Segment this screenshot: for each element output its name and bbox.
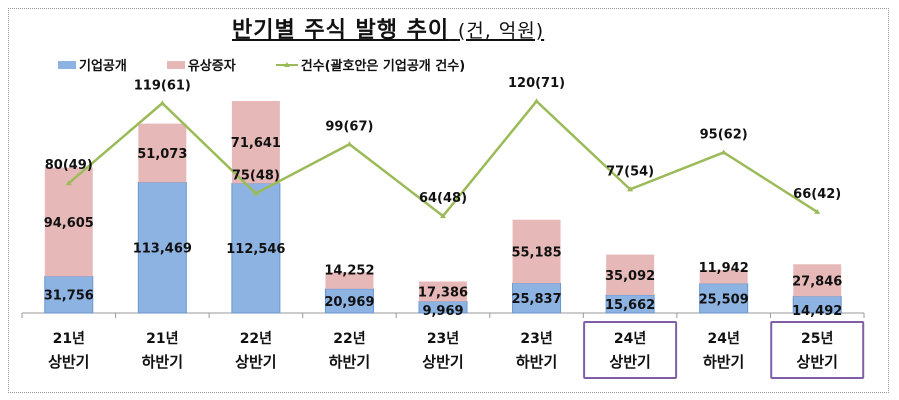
count-marker [252,190,259,196]
count-marker [720,149,727,155]
x-tick-label: 24년 [614,331,646,347]
x-tick-label: 상반기 [609,353,650,371]
count-label: 119(61) [134,78,191,93]
x-tick-label: 21년 [53,331,85,347]
bar-label: 15,662 [605,298,655,313]
title-text: 반기별 주식 발행 추이 [232,18,450,43]
x-tick-label: 22년 [333,331,365,347]
x-tick-label: 23년 [427,331,459,347]
bar-label: 14,252 [324,263,374,278]
bar-label: 35,092 [605,269,655,284]
bar-rights [44,167,93,277]
bar-ipo [44,275,94,314]
count-label: 75(48) [232,168,280,183]
count-marker [814,208,821,214]
legend-item-count: 건수(괄호안은 기업공개 건수) [275,55,466,74]
title-unit: (건, 억원) [457,20,545,42]
count-marker [346,141,353,147]
bar-label: 71,641 [231,136,281,151]
bar-label: 17,386 [418,286,468,301]
legend-line-icon [275,61,298,67]
legend-label: 건수(괄호안은 기업공개 건수) [300,59,466,74]
legend: 기업공개 유상증자 건수(괄호안은 기업공개 건수) [58,55,465,74]
x-tick-label: 23년 [520,331,552,347]
count-label: 99(67) [325,119,373,134]
bar-rights [138,123,187,183]
bar-rights [419,281,467,302]
bar-rights [512,219,561,284]
bar-label: 55,185 [511,246,561,261]
bar-rights [231,101,280,184]
count-marker [440,213,446,218]
legend-swatch-rights [166,60,185,69]
bar-label: 27,846 [792,274,842,289]
bar-rights [606,254,655,295]
x-tick-label: 하반기 [142,353,183,371]
bar-label: 25,509 [699,292,749,307]
category-highlight-box [583,321,678,379]
x-tick-label: 21년 [146,331,178,347]
x-tick-label: 22년 [240,331,272,347]
x-tick-label: 상반기 [48,353,89,371]
legend-label: 유상증자 [187,59,236,74]
count-marker [627,186,634,192]
count-marker [65,180,72,186]
x-tick-label: 하반기 [703,353,744,371]
x-tick-label: 상반기 [235,353,276,371]
chart-frame [8,8,889,393]
bar-label: 11,942 [699,261,749,276]
bar-rights [699,269,748,284]
count-label: 80(49) [45,158,93,173]
bar-label: 112,546 [226,242,285,257]
legend-swatch-ipo [58,60,76,69]
count-label: 66(42) [793,187,841,202]
count-marker [159,100,166,106]
bar-label: 25,837 [511,292,561,307]
bar-ipo [512,282,562,314]
bar-label: 20,969 [324,295,374,310]
x-tick-label: 25년 [801,331,833,347]
bar-label: 51,073 [137,147,187,162]
bar-label: 9,969 [422,304,463,319]
legend-label: 기업공개 [79,59,127,74]
legend-item-ipo: 기업공개 [58,55,127,74]
bar-label: 94,605 [44,216,94,231]
category-highlight-box [770,321,865,379]
x-tick-label: 상반기 [422,353,463,371]
count-label: 64(48) [419,191,467,206]
bar-label: 31,756 [44,289,94,304]
count-label: 77(54) [606,164,654,179]
bar-label: 14,492 [792,304,842,319]
count-label: 120(71) [508,76,565,91]
x-tick-label: 하반기 [516,353,557,371]
bar-ipo [137,181,187,314]
legend-item-rights: 유상증자 [166,55,236,74]
bar-rights [793,264,842,297]
count-label: 95(62) [700,127,748,142]
x-tick-label: 상반기 [797,353,838,371]
bar-rights [325,272,374,289]
bar-label: 113,469 [133,242,192,257]
chart-title: 반기별 주식 발행 추이 (건, 억원) [232,12,544,44]
count-marker [533,98,540,104]
x-tick-label: 24년 [707,331,739,347]
x-tick-label: 하반기 [329,353,370,371]
bar-ipo [231,182,281,314]
